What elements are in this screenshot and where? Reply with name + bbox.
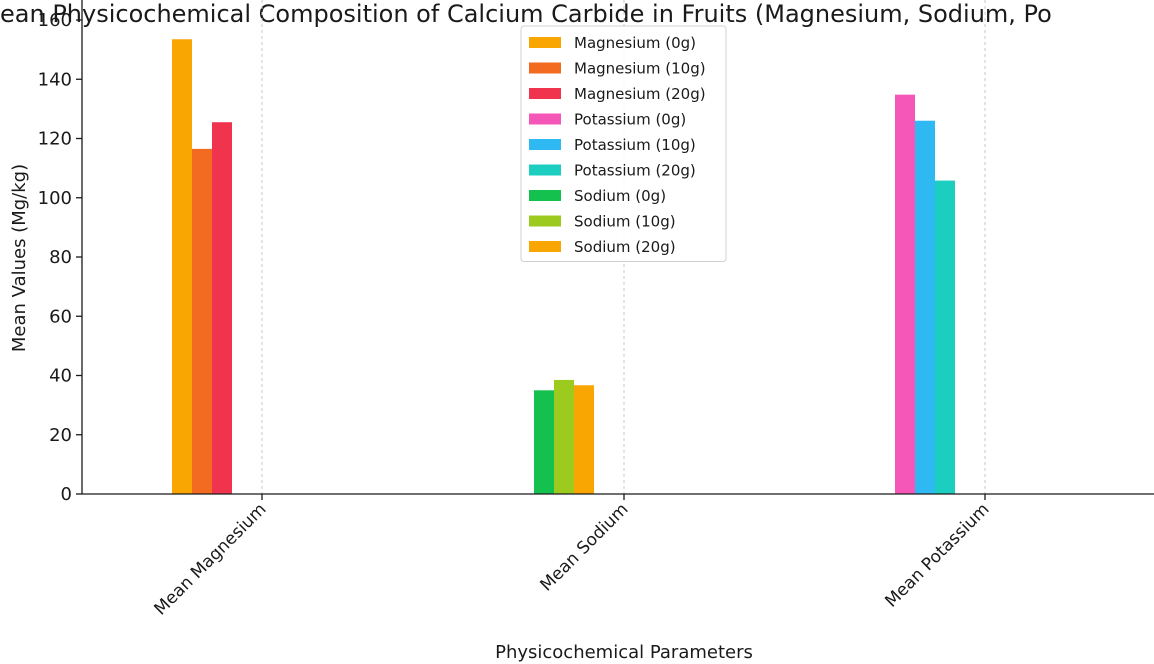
legend-label: Sodium (20g) (574, 238, 676, 256)
y-tick-label: 60 (49, 306, 72, 327)
legend-label: Potassium (10g) (574, 136, 696, 154)
y-tick-label: 100 (38, 188, 72, 209)
bar (212, 122, 232, 495)
legend-label: Magnesium (10g) (574, 60, 706, 78)
chart-title: ean Physicochemical Composition of Calci… (0, 0, 1052, 28)
x-tick-label: Mean Sodium (537, 499, 633, 595)
legend: Magnesium (0g) Magnesium (10g) Magnesium (… (520, 25, 727, 262)
x-axis-title: Physicochemical Parameters (495, 642, 753, 663)
axes (81, 0, 1154, 495)
y-tick-label: 0 (61, 484, 72, 505)
legend-swatch (529, 241, 561, 252)
legend-swatch (529, 88, 561, 99)
legend-label: Sodium (10g) (574, 213, 676, 231)
y-tick-label: 140 (38, 69, 72, 90)
bar (172, 39, 192, 494)
bar (915, 120, 935, 494)
y-ticks: 0 20 40 60 80 100 120 140 160 (38, 10, 82, 505)
bar (192, 148, 212, 494)
y-tick-label: 120 (38, 129, 72, 150)
bar (935, 180, 955, 494)
bars (172, 39, 955, 495)
y-tick-label: 160 (38, 10, 72, 31)
legend-box (520, 25, 727, 262)
x-tick-label: Mean Magnesium (151, 499, 271, 619)
legend-swatch (529, 190, 561, 201)
legend-label: Magnesium (20g) (574, 85, 706, 103)
y-tick-label: 20 (49, 425, 72, 446)
y-tick-label: 40 (49, 366, 72, 387)
y-tick-label: 80 (49, 247, 72, 268)
bar (534, 390, 554, 494)
legend-swatch (529, 113, 561, 125)
bar (895, 94, 915, 494)
x-ticks: Mean Magnesium Mean Sodium Mean Potassium (151, 494, 994, 619)
legend-swatch (529, 139, 561, 150)
legend-swatch (529, 62, 561, 74)
legend-label: Potassium (0g) (574, 111, 686, 129)
legend-swatch (529, 215, 561, 227)
legend-label: Sodium (0g) (574, 187, 666, 205)
x-tick-label: Mean Potassium (881, 499, 993, 611)
bar (554, 379, 574, 494)
y-axis-title: Mean Values (Mg/kg) (9, 164, 30, 352)
legend-swatch (529, 37, 561, 48)
legend-label: Potassium (20g) (574, 162, 696, 180)
legend-swatch (529, 164, 561, 176)
bar (574, 385, 594, 494)
legend-label: Magnesium (0g) (574, 34, 696, 52)
